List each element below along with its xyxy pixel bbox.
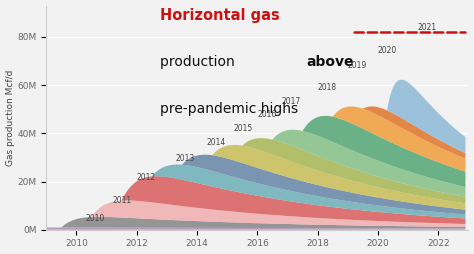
Text: 2010: 2010 (85, 214, 105, 223)
Text: 2017: 2017 (282, 98, 301, 106)
Text: 2020: 2020 (378, 46, 397, 55)
Text: 2018: 2018 (318, 83, 337, 92)
Text: pre-pandemic highs: pre-pandemic highs (160, 102, 299, 116)
Text: 2012: 2012 (137, 173, 156, 182)
Text: production: production (160, 55, 239, 69)
Text: 2014: 2014 (206, 138, 225, 148)
Text: 2019: 2019 (348, 61, 367, 70)
Text: above: above (306, 55, 354, 69)
Text: Horizontal gas: Horizontal gas (160, 8, 280, 23)
Text: 2021: 2021 (417, 23, 436, 32)
Text: 2016: 2016 (257, 109, 277, 119)
Y-axis label: Gas production Mcf/d: Gas production Mcf/d (6, 69, 15, 166)
Text: 2015: 2015 (233, 124, 253, 133)
Text: 2011: 2011 (113, 196, 132, 205)
Text: 2013: 2013 (176, 154, 195, 163)
